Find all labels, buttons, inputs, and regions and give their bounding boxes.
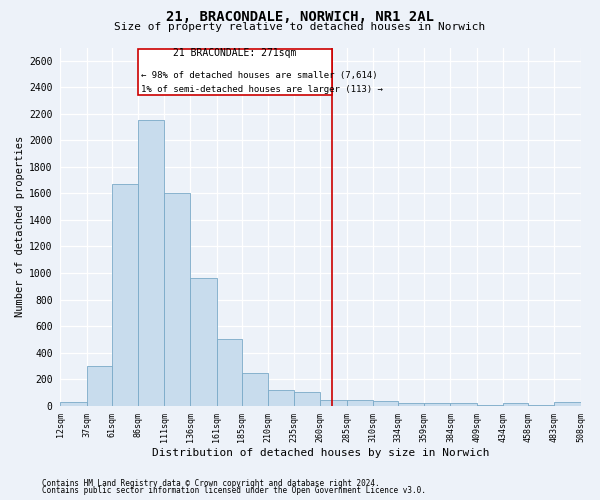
Bar [138, 49, 332, 96]
Bar [268, 390, 294, 406]
Bar [86, 366, 112, 406]
Text: ← 98% of detached houses are smaller (7,614): ← 98% of detached houses are smaller (7,… [141, 70, 377, 80]
Bar [242, 372, 268, 406]
Bar [398, 403, 424, 406]
Bar [294, 392, 320, 406]
Bar [320, 400, 347, 406]
Bar [164, 194, 190, 406]
Bar [528, 405, 554, 406]
Bar [451, 403, 476, 406]
Bar [503, 403, 528, 406]
Bar [61, 402, 86, 406]
Text: Contains HM Land Registry data © Crown copyright and database right 2024.: Contains HM Land Registry data © Crown c… [42, 478, 380, 488]
Bar [190, 278, 217, 406]
Bar [112, 184, 138, 406]
Bar [217, 340, 242, 406]
X-axis label: Distribution of detached houses by size in Norwich: Distribution of detached houses by size … [152, 448, 489, 458]
Bar [424, 403, 451, 406]
Bar [373, 401, 398, 406]
Bar [476, 405, 503, 406]
Text: 1% of semi-detached houses are larger (113) →: 1% of semi-detached houses are larger (1… [141, 84, 383, 94]
Y-axis label: Number of detached properties: Number of detached properties [15, 136, 25, 317]
Bar [138, 120, 164, 406]
Text: 21, BRACONDALE, NORWICH, NR1 2AL: 21, BRACONDALE, NORWICH, NR1 2AL [166, 10, 434, 24]
Bar [554, 402, 581, 406]
Bar [347, 400, 373, 406]
Text: 21 BRACONDALE: 271sqm: 21 BRACONDALE: 271sqm [173, 48, 296, 58]
Text: Size of property relative to detached houses in Norwich: Size of property relative to detached ho… [115, 22, 485, 32]
Text: Contains public sector information licensed under the Open Government Licence v3: Contains public sector information licen… [42, 486, 426, 495]
